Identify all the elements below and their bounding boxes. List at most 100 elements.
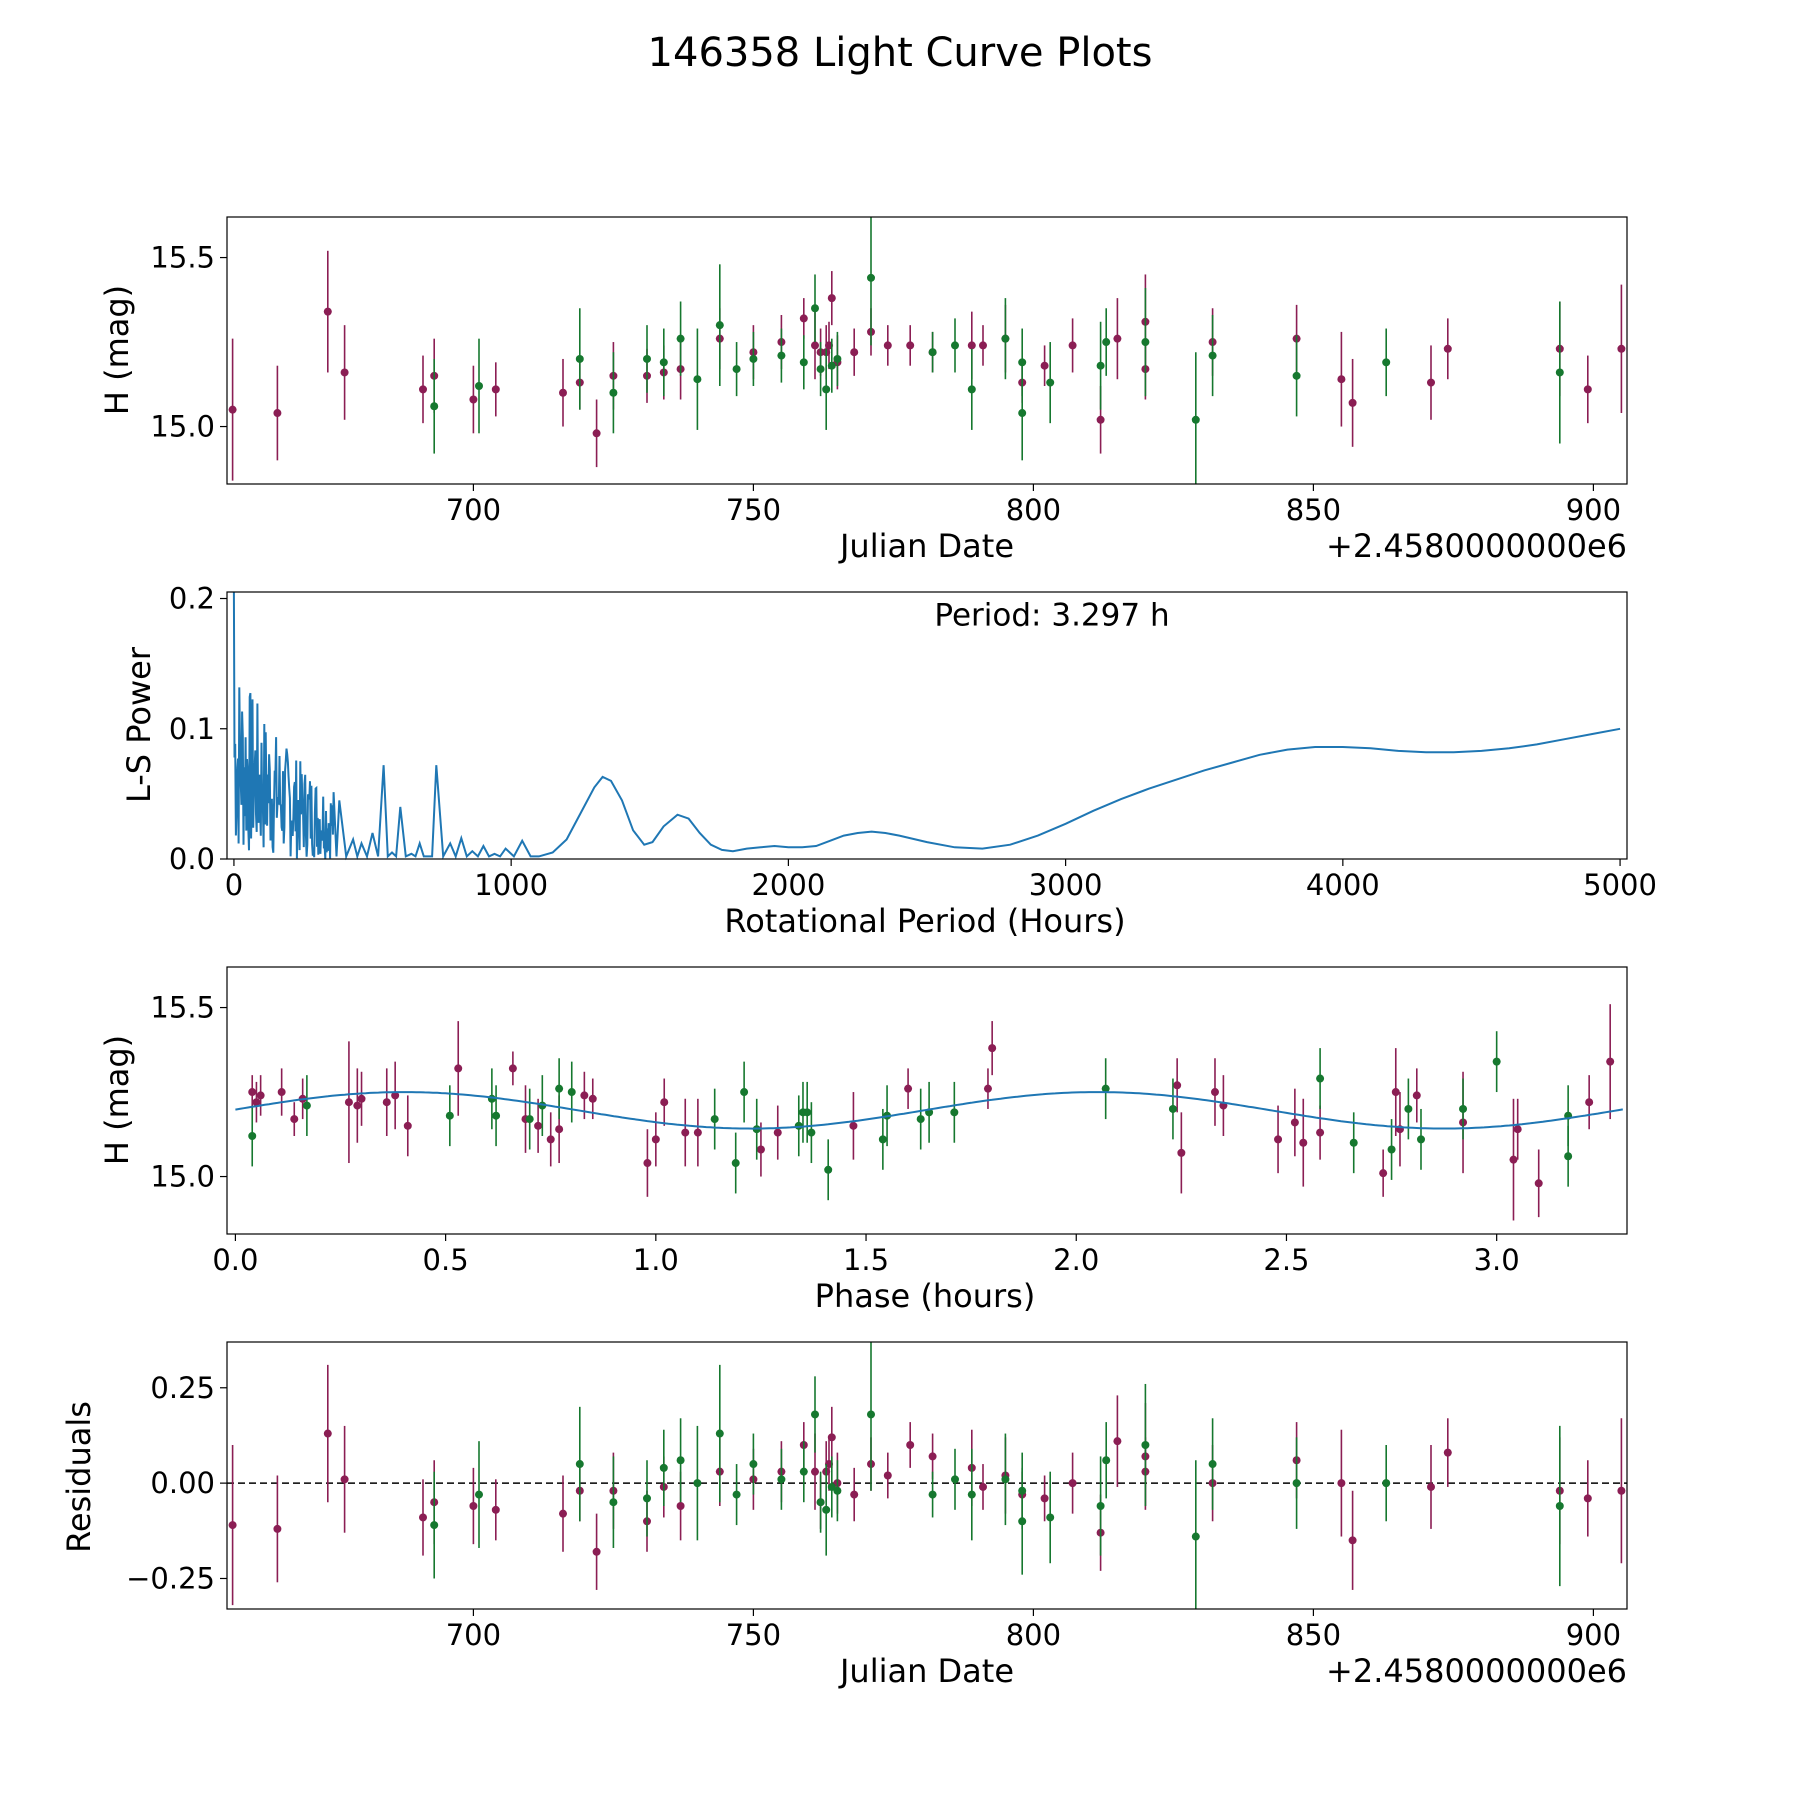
lc-point-b-26 bbox=[1096, 361, 1105, 370]
phase-point-a-40 bbox=[1391, 1088, 1400, 1097]
ph-xtick-label-6: 3.0 bbox=[1474, 1243, 1520, 1277]
lc-point-a-44 bbox=[1427, 378, 1435, 387]
lc-point-b-13 bbox=[811, 304, 819, 313]
res-xtick-label-4: 900 bbox=[1566, 1618, 1621, 1652]
residual-point-a-44 bbox=[1427, 1482, 1435, 1491]
phase-point-a-1 bbox=[252, 1098, 261, 1107]
residual-point-a-6 bbox=[469, 1502, 478, 1511]
lc-point-a-1 bbox=[273, 409, 282, 418]
phase-point-b-7 bbox=[555, 1084, 564, 1093]
lc-point-b-8 bbox=[715, 321, 724, 330]
phase-point-b-11 bbox=[740, 1088, 749, 1097]
res-ytick-label-1: 0.00 bbox=[150, 1466, 215, 1500]
residual-point-a-45 bbox=[1443, 1448, 1452, 1457]
residual-point-b-33 bbox=[1555, 1502, 1564, 1511]
phase-panel: 0.0 0.5 1.0 1.5 2.0 2.5 3.0 15.0 15.5 Phase (hou… bbox=[98, 966, 1628, 1315]
lc-point-b-25 bbox=[1046, 378, 1055, 387]
phase-point-a-46 bbox=[1534, 1179, 1543, 1188]
residual-point-a-19 bbox=[811, 1467, 819, 1476]
lc-point-a-36 bbox=[1096, 415, 1105, 424]
lc-point-a-34 bbox=[1040, 361, 1049, 370]
lc-point-b-30 bbox=[1208, 351, 1217, 360]
lc-point-b-4 bbox=[643, 354, 651, 363]
residuals-panel: 700 750 800 850 900 −0.25 0.00 0.25 Julian Date… bbox=[60, 1341, 1628, 1690]
phase-xlabel: Phase (hours) bbox=[815, 1277, 1036, 1315]
phase-point-b-2 bbox=[445, 1111, 454, 1120]
lc-point-a-10 bbox=[592, 429, 601, 438]
lc-point-b-3 bbox=[609, 388, 618, 397]
phase-point-b-32 bbox=[1564, 1152, 1573, 1161]
residual-point-a-23 bbox=[827, 1433, 836, 1442]
residuals-frame bbox=[226, 1341, 1628, 1610]
phase-point-a-35 bbox=[1274, 1135, 1283, 1144]
lc-point-a-19 bbox=[811, 341, 819, 350]
ph-xtick-label-3: 1.5 bbox=[843, 1243, 889, 1277]
figure-title: 146358 Light Curve Plots bbox=[648, 30, 1153, 76]
residual-point-b-26 bbox=[1096, 1502, 1105, 1511]
lc-point-a-31 bbox=[979, 341, 987, 350]
phase-ylabel: H (mag) bbox=[98, 1035, 136, 1165]
ls-xtick-label-3: 3000 bbox=[1029, 868, 1103, 902]
phase-point-a-12 bbox=[454, 1064, 463, 1073]
lc-point-b-1 bbox=[475, 381, 483, 390]
lc-xtick-label-4: 900 bbox=[1566, 493, 1621, 527]
phase-point-a-47 bbox=[1585, 1098, 1594, 1107]
phase-point-a-23 bbox=[681, 1128, 690, 1137]
lc-ytick-label-1: 15.5 bbox=[150, 241, 215, 275]
phase-point-a-38 bbox=[1316, 1128, 1325, 1137]
lc-point-b-22 bbox=[1001, 334, 1010, 343]
lc-point-a-43 bbox=[1348, 398, 1357, 407]
phase-point-b-27 bbox=[1387, 1145, 1396, 1154]
phase-point-a-3 bbox=[277, 1088, 286, 1097]
phase-point-b-10 bbox=[731, 1159, 740, 1168]
res-xtick-label-1: 750 bbox=[726, 1618, 781, 1652]
phase-point-a-39 bbox=[1379, 1169, 1388, 1178]
lc-point-b-20 bbox=[951, 341, 959, 350]
lc-point-a-2 bbox=[323, 307, 332, 316]
lc-point-a-6 bbox=[469, 395, 478, 404]
light-curve-ylabel: H (mag) bbox=[98, 285, 136, 415]
ph-xtick-label-5: 2.5 bbox=[1263, 1243, 1309, 1277]
phase-point-a-26 bbox=[773, 1128, 782, 1137]
residual-point-a-8 bbox=[559, 1509, 567, 1518]
ph-xtick-label-0: 0.0 bbox=[212, 1243, 258, 1277]
lc-point-b-12 bbox=[799, 358, 808, 367]
periodogram-panel: 0 1000 2000 3000 4000 5000 0.0 0.1 0.2 Period: 3… bbox=[120, 582, 1657, 940]
lc-point-b-32 bbox=[1382, 358, 1391, 367]
residual-point-b-2 bbox=[575, 1460, 584, 1469]
ls-xtick-label-2: 2000 bbox=[751, 868, 825, 902]
periodogram-marks bbox=[232, 591, 1621, 861]
lc-point-b-17 bbox=[833, 354, 842, 363]
residual-point-b-3 bbox=[609, 1498, 618, 1507]
phase-point-a-11 bbox=[403, 1121, 412, 1130]
residual-point-b-31 bbox=[1292, 1479, 1301, 1488]
lc-point-b-5 bbox=[659, 358, 668, 367]
residual-point-a-14 bbox=[676, 1502, 685, 1511]
ls-ytick-label-2: 0.2 bbox=[169, 582, 215, 616]
period-annotation: Period: 3.297 h bbox=[934, 598, 1169, 634]
phase-point-a-30 bbox=[988, 1044, 997, 1053]
lc-point-a-28 bbox=[906, 341, 915, 350]
ph-xtick-label-2: 1.0 bbox=[633, 1243, 679, 1277]
phase-point-a-19 bbox=[588, 1094, 597, 1103]
phase-point-b-20 bbox=[916, 1115, 925, 1124]
residuals-xlabel: Julian Date bbox=[838, 1652, 1014, 1690]
periodogram-xlabel: Rotational Period (Hours) bbox=[724, 902, 1125, 940]
ls-ytick-label-1: 0.1 bbox=[169, 712, 215, 746]
phase-ticks: 0.0 0.5 1.0 1.5 2.0 2.5 3.0 15.0 15.5 bbox=[150, 991, 1519, 1277]
residual-point-a-25 bbox=[850, 1490, 859, 1499]
phase-point-b-23 bbox=[1101, 1084, 1110, 1093]
residual-point-b-12 bbox=[799, 1467, 808, 1476]
phase-point-a-2 bbox=[256, 1091, 265, 1100]
phase-frame bbox=[226, 966, 1628, 1235]
phase-point-a-29 bbox=[983, 1084, 992, 1093]
phase-point-a-16 bbox=[546, 1135, 555, 1144]
lc-point-a-35 bbox=[1068, 341, 1077, 350]
residual-point-b-6 bbox=[676, 1456, 685, 1465]
lc-point-a-37 bbox=[1113, 334, 1122, 343]
phase-point-b-4 bbox=[492, 1111, 501, 1120]
phase-point-b-5 bbox=[525, 1115, 534, 1124]
residual-point-b-8 bbox=[715, 1429, 724, 1438]
phase-point-a-21 bbox=[651, 1135, 660, 1144]
residual-point-a-28 bbox=[906, 1440, 915, 1449]
